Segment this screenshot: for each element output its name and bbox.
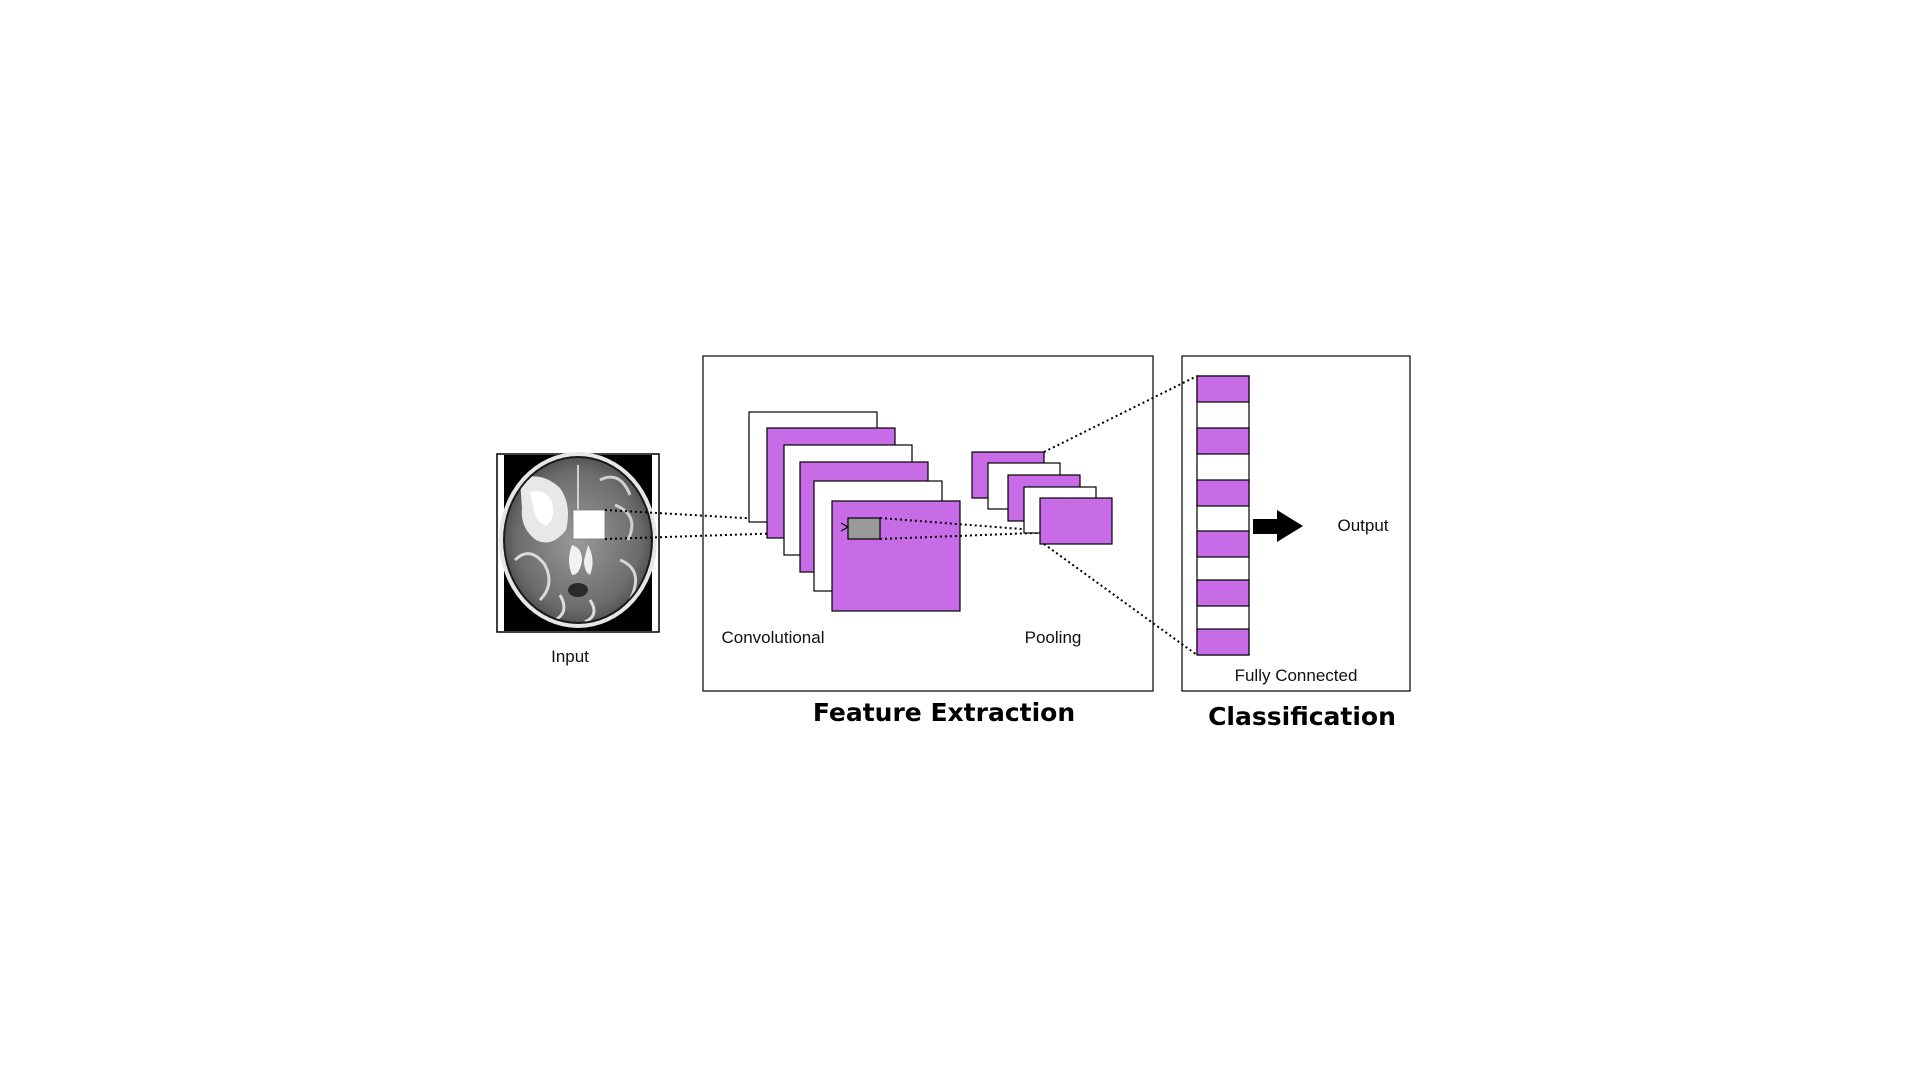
fc-layer-frame [1196,375,1250,656]
convolutional-layer-stack [748,411,961,612]
fully-connected-label: Fully Connected [1235,666,1358,685]
fc-neuron [1196,427,1250,455]
right-arrow-icon [1253,510,1303,542]
fc-neuron [1196,479,1250,507]
conv-receptive-field [847,517,881,540]
classification-title: Classification [1208,702,1396,731]
feature-extraction-title: Feature Extraction [813,698,1075,727]
brain-mri-scan-icon [499,452,657,628]
input-image [496,452,660,633]
pool-to-fc-connectors [1043,375,1198,656]
fc-neuron [1196,628,1250,656]
feature-extraction-box [702,355,1154,692]
convolutional-label: Convolutional [721,628,824,647]
pool-feature-map [1039,497,1113,545]
output-label: Output [1337,516,1388,535]
pooling-layer-stack [971,451,1113,545]
input-label: Input [551,647,589,666]
fc-neuron [1196,530,1250,558]
input-to-conv-connectors [604,509,849,540]
fully-connected-layer [1196,375,1250,656]
classification-box [1181,355,1411,692]
fc-neuron [1196,375,1250,403]
input-receptive-field [572,509,606,540]
pooling-label: Pooling [1025,628,1082,647]
fc-neuron [1196,579,1250,607]
